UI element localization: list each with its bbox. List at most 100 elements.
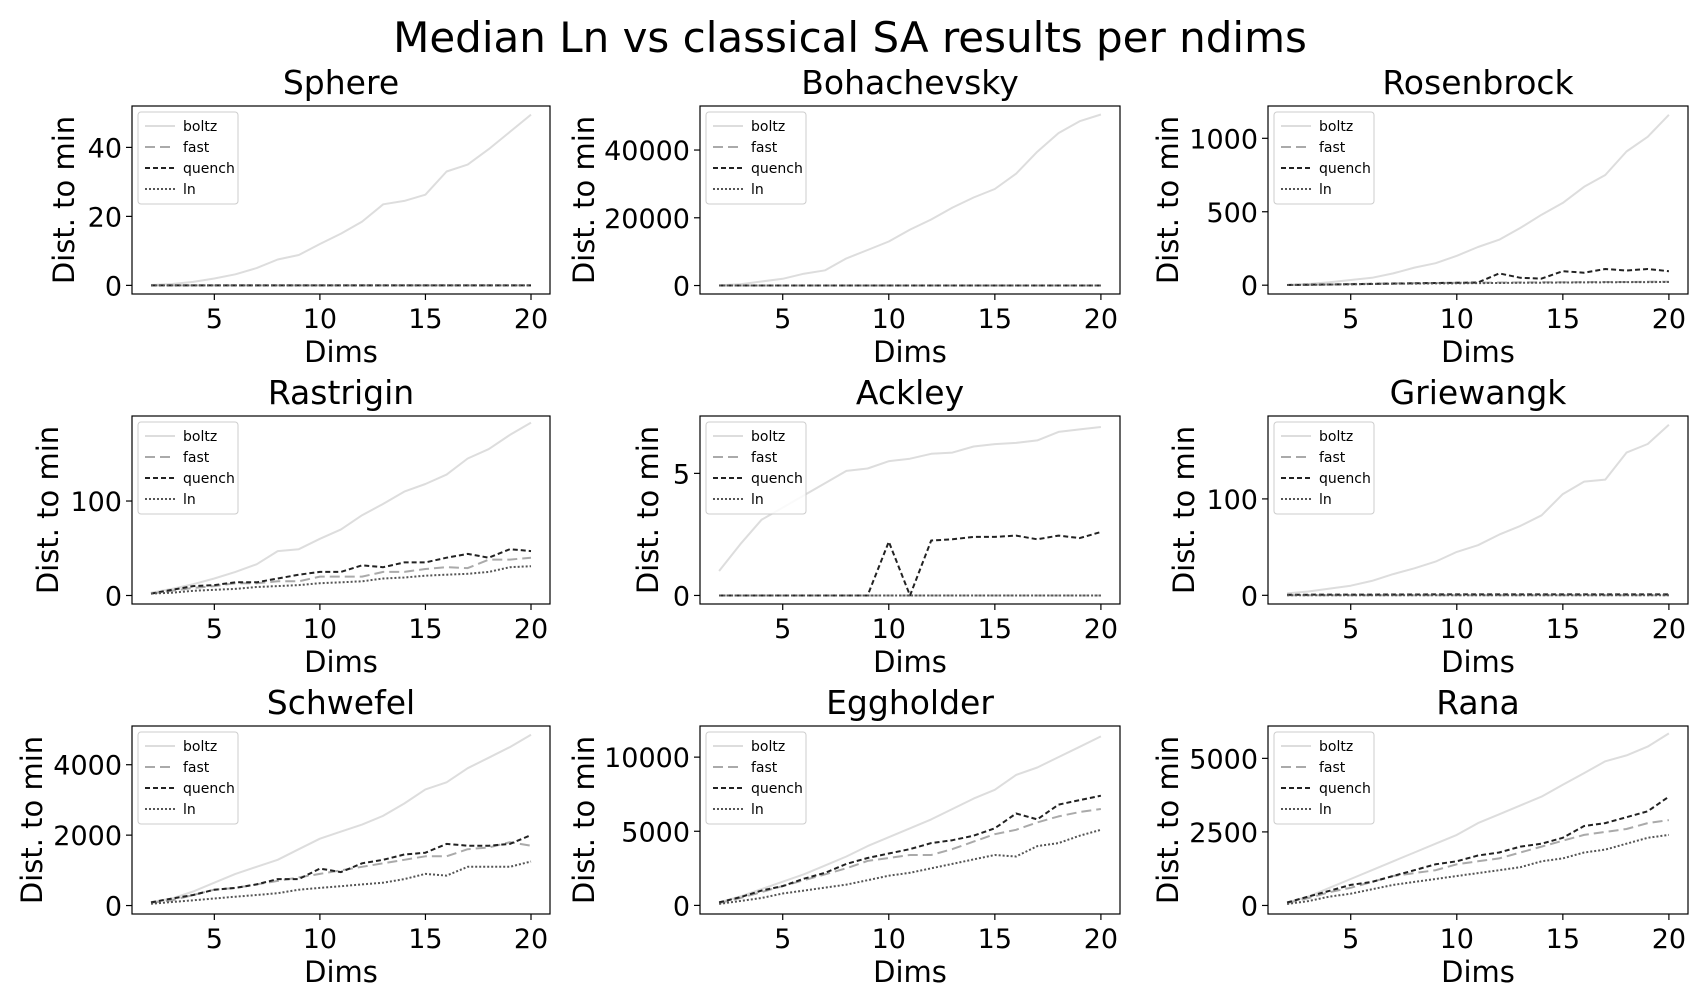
series-line-boltz — [1287, 114, 1670, 286]
subplot-bohachevsky: Bohachevsky 5 10 15 20 0 20000 40000 Dims Dist. t… — [567, 63, 1121, 369]
x-tick-label: 5 — [1342, 614, 1359, 645]
legend-label-quench: quench — [751, 781, 803, 797]
x-tick-label: 15 — [1546, 614, 1580, 645]
legend-box — [137, 421, 239, 515]
x-tick-label: 10 — [303, 304, 337, 335]
series-line-quench — [150, 834, 532, 904]
legend-label-boltz: boltz — [183, 429, 217, 445]
x-tick-label: 20 — [514, 304, 548, 335]
legend-label-boltz: boltz — [751, 119, 785, 135]
y-tick-label: 5 — [673, 459, 690, 490]
subplot-rosenbrock: Rosenbrock 5 10 15 20 0 500 1000 Dims Dist. to mi… — [1151, 63, 1689, 369]
x-tick-label: 20 — [1652, 924, 1686, 955]
y-tick-label: 5000 — [621, 817, 690, 848]
x-tick-label: 20 — [514, 614, 548, 645]
x-tick-label: 20 — [1084, 614, 1118, 645]
legend-label-fast: fast — [751, 760, 778, 776]
legend: boltz fast quench ln — [705, 421, 807, 515]
x-tick-label: 20 — [1084, 924, 1118, 955]
y-tick-label: 100 — [1206, 485, 1258, 516]
subplot-eggholder: Eggholder 5 10 15 20 0 5000 10000 Dims Dist. to m… — [567, 683, 1121, 989]
legend-label-boltz: boltz — [1319, 119, 1353, 135]
x-tick-label: 5 — [206, 924, 223, 955]
y-tick-label: 0 — [1241, 581, 1258, 612]
legend: boltz fast quench ln — [1273, 731, 1375, 825]
y-axis-label: Dist. to min — [567, 116, 601, 284]
series-line-boltz — [150, 421, 532, 594]
subplot-title: Sphere — [283, 63, 399, 102]
subplot-title: Ackley — [856, 373, 964, 412]
y-tick-label: 20 — [88, 202, 122, 233]
x-tick-label: 10 — [1440, 924, 1474, 955]
legend-box — [705, 421, 807, 515]
figure-title: Median Ln vs classical SA results per nd… — [393, 13, 1307, 62]
legend-label-boltz: boltz — [183, 739, 217, 755]
subplot-ackley: Ackley 5 10 15 20 0 5 Dims Dist. to min boltz fast… — [631, 373, 1121, 679]
legend: boltz fast quench ln — [1273, 111, 1375, 205]
x-axis-label: Dims — [304, 955, 378, 989]
y-tick-label: 0 — [105, 581, 122, 612]
x-axis-label: Dims — [304, 645, 378, 679]
axes-frame — [1267, 415, 1689, 605]
legend-label-fast: fast — [751, 140, 778, 156]
legend-label-quench: quench — [1319, 781, 1371, 797]
y-axis-label: Dist. to min — [1151, 736, 1185, 904]
y-tick-label: 0 — [673, 581, 690, 612]
legend-label-fast: fast — [183, 450, 210, 466]
legend-label-fast: fast — [183, 760, 210, 776]
legend-label-quench: quench — [183, 471, 235, 487]
subplot-title: Rana — [1436, 683, 1520, 722]
x-tick-label: 10 — [1440, 304, 1474, 335]
series-line-boltz — [1287, 423, 1670, 595]
x-tick-label: 15 — [408, 304, 442, 335]
x-tick-label: 5 — [774, 614, 791, 645]
y-tick-label: 40000 — [604, 136, 690, 167]
series-line-quench — [718, 794, 1102, 904]
y-tick-label: 2500 — [1189, 818, 1258, 849]
x-axis-label: Dims — [873, 955, 947, 989]
series-line-quench — [719, 531, 1102, 597]
x-tick-label: 5 — [1342, 924, 1359, 955]
y-tick-label: 100 — [70, 487, 122, 518]
legend: boltz fast quench ln — [137, 731, 239, 825]
legend-box — [1273, 111, 1375, 205]
y-axis-label: Dist. to min — [47, 116, 81, 284]
x-axis-label: Dims — [304, 335, 378, 369]
y-axis-label: Dist. to min — [631, 426, 665, 594]
axes-frame — [699, 105, 1121, 295]
x-tick-label: 5 — [774, 304, 791, 335]
subplot-rastrigin: Rastrigin 5 10 15 20 0 100 Dims Dist. to min bolt… — [31, 373, 551, 679]
axes-frame — [131, 725, 551, 915]
legend-box — [1273, 731, 1375, 825]
y-axis-label: Dist. to min — [15, 736, 49, 904]
x-tick-label: 15 — [1546, 304, 1580, 335]
series-line-quench — [1287, 268, 1670, 286]
x-tick-label: 20 — [1084, 304, 1118, 335]
series-line-boltz — [150, 733, 532, 903]
subplot-sphere: Sphere 5 10 15 20 0 20 40 Dims Dist. to min boltz f… — [47, 63, 551, 369]
legend-label-boltz: boltz — [751, 429, 785, 445]
y-tick-label: 500 — [1206, 198, 1258, 229]
x-tick-label: 15 — [978, 924, 1012, 955]
y-axis-label: Dist. to min — [1167, 426, 1201, 594]
x-tick-label: 10 — [872, 304, 906, 335]
legend-label-quench: quench — [183, 781, 235, 797]
y-tick-label: 0 — [1241, 891, 1258, 922]
y-axis-label: Dist. to min — [31, 426, 65, 594]
series-line-boltz — [1286, 732, 1670, 904]
legend-label-ln: ln — [751, 182, 764, 198]
y-tick-label: 1000 — [1189, 124, 1258, 155]
x-tick-label: 5 — [206, 304, 223, 335]
series-line-boltz — [150, 113, 532, 286]
legend-label-boltz: boltz — [751, 739, 785, 755]
y-axis-label: Dist. to min — [567, 736, 601, 904]
legend-label-boltz: boltz — [183, 119, 217, 135]
series-line-ln — [150, 565, 532, 595]
axes-frame — [131, 415, 551, 605]
x-axis-label: Dims — [873, 335, 947, 369]
legend-label-fast: fast — [183, 140, 210, 156]
legend-label-quench: quench — [1319, 471, 1371, 487]
legend: boltz fast quench ln — [137, 111, 239, 205]
x-tick-label: 15 — [1546, 924, 1580, 955]
